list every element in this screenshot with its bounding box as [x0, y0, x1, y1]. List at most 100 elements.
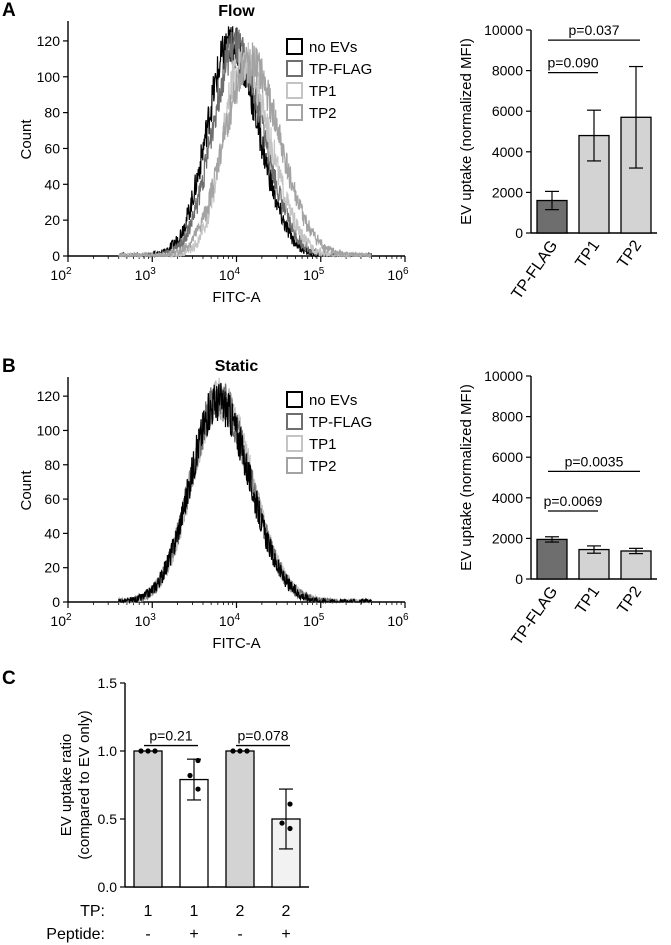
y-tick-label: 10000	[484, 22, 523, 38]
panel-label-b: B	[2, 356, 16, 377]
y-tick-label: 8000	[492, 409, 523, 425]
x-tick-label: 104	[219, 266, 241, 283]
y-tick-label: 60	[44, 140, 60, 156]
panel-label-a: A	[2, 0, 16, 21]
bar	[536, 538, 568, 580]
legend-label: TP-FLAG	[309, 61, 372, 78]
x-tick-label: 106	[387, 266, 409, 283]
y-tick-label: 0	[52, 248, 60, 264]
legend-label: TP1	[309, 436, 337, 453]
panel-label-c: C	[2, 668, 16, 689]
y-tick-label: 100	[37, 69, 61, 85]
category-peptide-label: -	[145, 926, 150, 943]
legend-swatch	[286, 435, 303, 452]
x-tick-label: 103	[135, 266, 157, 283]
p-value-label: p=0.078	[238, 728, 289, 744]
y-tick-label: 10000	[484, 368, 523, 384]
data-point	[244, 748, 250, 754]
y-tick-label: 8000	[492, 63, 523, 79]
legend-swatch	[286, 457, 303, 474]
legend-label: TP2	[309, 458, 337, 475]
histogram-line-no-evs	[118, 383, 372, 605]
y-tick-label: 0.5	[98, 811, 118, 827]
y-tick-label: 1.5	[98, 675, 118, 691]
data-point	[287, 825, 293, 832]
y-axis-label: EV uptake (normalized MFI)	[458, 384, 475, 571]
legend-swatch	[286, 391, 303, 408]
category-peptide-label: -	[237, 926, 242, 943]
y-tick-label: 20	[44, 560, 60, 576]
chart-title: Flow	[218, 3, 255, 20]
row-label-peptide: Peptide:	[46, 926, 105, 943]
y-tick-label: 120	[37, 33, 61, 49]
legend-swatch	[286, 38, 303, 55]
y-tick-label: 120	[37, 388, 61, 404]
row-label-tp: TP:	[80, 903, 105, 920]
p-value-label: p=0.037	[569, 22, 620, 38]
flow-histogram: Flow 0 20 40 60 80 100 120 102 103 104 105 106 FITC-A…	[18, 3, 409, 306]
x-axis-label: FITC-A	[212, 635, 260, 652]
x-tick-label: 104	[219, 612, 241, 629]
flow-uptake-bar-chart: 0 2000 4000 6000 8000 10000 TP-FLAG TP1 TP2 p=0.0…	[458, 22, 657, 303]
y-tick-label: 20	[44, 212, 60, 228]
category-label: TP1	[573, 583, 604, 617]
p-value-label: p=0.21	[149, 728, 192, 744]
bar	[133, 750, 163, 888]
y-axis-label: Count	[18, 119, 35, 160]
x-tick-label: 105	[303, 266, 325, 283]
x-tick-label: 105	[303, 612, 325, 629]
y-tick-label: 0.0	[98, 879, 118, 895]
data-point	[287, 801, 293, 807]
y-tick-label: 4000	[492, 490, 523, 506]
category-tp-label: 2	[282, 903, 291, 920]
x-axis-label: FITC-A	[212, 289, 260, 306]
x-tick-label: 106	[387, 612, 409, 629]
data-point	[230, 748, 236, 754]
y-tick-label: 80	[44, 457, 60, 473]
bar	[225, 750, 255, 888]
x-tick-label: 102	[50, 266, 72, 283]
y-tick-label: 1.0	[98, 743, 118, 759]
y-tick-label: 60	[44, 491, 60, 507]
y-tick-label: 0	[52, 594, 60, 610]
y-tick-label: 0	[515, 571, 523, 587]
category-label: TP-FLAG	[509, 238, 562, 303]
data-point	[145, 748, 151, 754]
legend-swatch	[286, 60, 303, 77]
legend-label: TP2	[309, 105, 337, 122]
histogram-line-tp2	[118, 42, 372, 259]
y-axis-label: Count	[18, 470, 35, 511]
category-tp-label: 1	[144, 903, 153, 920]
y-tick-label: 6000	[492, 449, 523, 465]
data-point	[195, 786, 201, 792]
y-tick-label: 4000	[492, 144, 523, 160]
y-axis-label-secondary: (compared to EV only)	[76, 710, 93, 859]
p-value-label: p=0.0035	[565, 453, 624, 469]
legend-label: no EVs	[309, 39, 357, 56]
legend-swatch	[286, 82, 303, 99]
x-tick-label: 103	[135, 612, 157, 629]
data-point	[187, 772, 193, 779]
p-value-label: p=0.090	[548, 55, 599, 71]
data-point	[152, 748, 158, 754]
data-point	[138, 748, 144, 754]
category-peptide-label: +	[281, 926, 290, 943]
data-point	[279, 820, 285, 826]
bar	[578, 548, 610, 580]
data-point	[195, 757, 201, 764]
category-tp-label: 1	[190, 903, 199, 920]
category-label: TP1	[573, 237, 604, 271]
y-tick-label: 2000	[492, 184, 523, 200]
y-tick-label: 6000	[492, 103, 523, 119]
y-tick-label: 2000	[492, 530, 523, 546]
uptake-ratio-bar-chart: 0.0 0.5 1.0 1.5 TP: Peptide: 1 - 1 +2 - 2 + p=0.21 p=0…	[46, 675, 309, 943]
y-tick-label: 40	[44, 176, 60, 192]
legend-label: TP-FLAG	[309, 414, 372, 431]
y-tick-label: 0	[515, 225, 523, 241]
bar	[620, 550, 652, 580]
y-axis-label: EV uptake (normalized MFI)	[458, 38, 475, 225]
y-tick-label: 40	[44, 525, 60, 541]
y-tick-label: 80	[44, 105, 60, 121]
y-tick-label: 100	[37, 422, 61, 438]
